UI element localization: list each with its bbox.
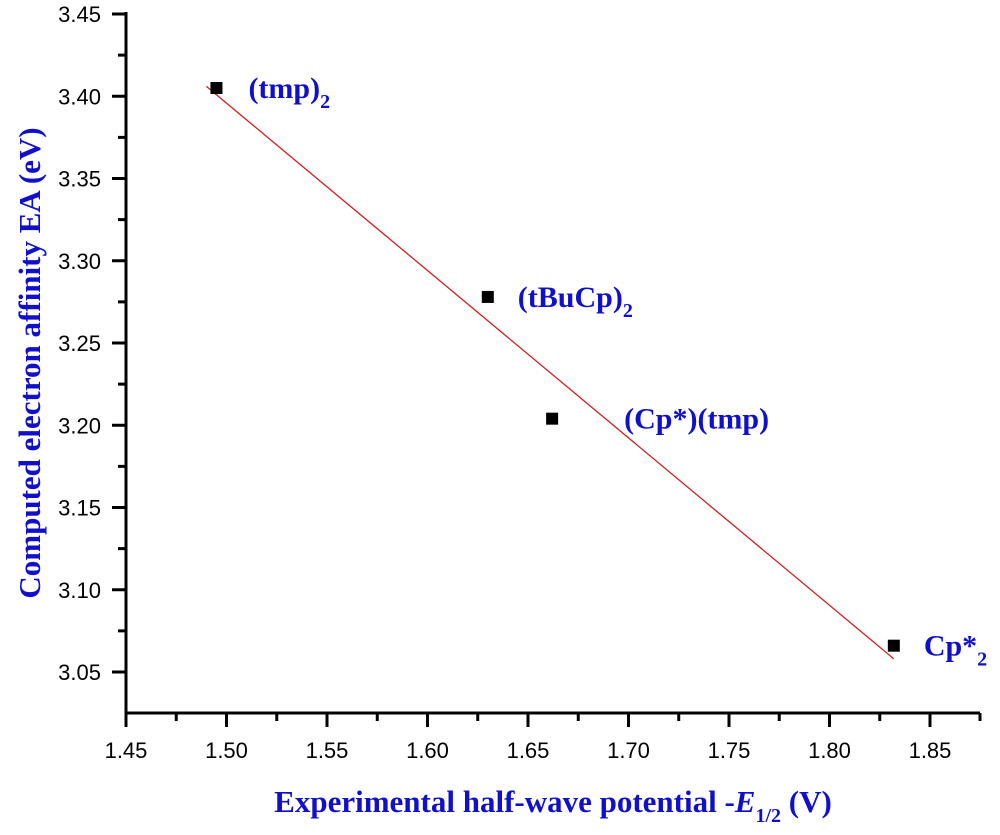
y-tick-label: 3.40 <box>58 84 101 109</box>
x-tick-label: 1.85 <box>909 738 952 763</box>
x-axis-label: Experimental half-wave potential -E1/2 (… <box>274 784 832 827</box>
fit-line <box>205 85 895 660</box>
x-tick-label: 1.60 <box>406 738 449 763</box>
y-tick-label: 3.35 <box>58 167 101 192</box>
point-label: (Cp*)(tmp) <box>624 403 769 436</box>
point-label: (tmp)2 <box>248 72 330 113</box>
y-tick-label: 3.30 <box>58 249 101 274</box>
x-tick-label: 1.65 <box>507 738 550 763</box>
y-tick-label: 3.15 <box>58 496 101 521</box>
y-tick-label: 3.20 <box>58 413 101 438</box>
data-point <box>481 290 494 303</box>
point-label: Cp*2 <box>924 630 987 671</box>
x-tick-label: 1.50 <box>205 738 248 763</box>
data-point <box>546 412 559 425</box>
x-tick-label: 1.80 <box>808 738 851 763</box>
x-tick-label: 1.70 <box>607 738 650 763</box>
y-tick-label: 3.25 <box>58 331 101 356</box>
point-label: (tBuCp)2 <box>518 281 633 322</box>
x-tick-label: 1.45 <box>105 738 148 763</box>
x-tick-label: 1.75 <box>708 738 751 763</box>
y-tick-label: 3.05 <box>58 660 101 685</box>
y-tick-label: 3.45 <box>58 2 101 27</box>
data-point <box>210 82 223 95</box>
y-axis-label: Computed electron affinity EA (eV) <box>12 127 47 598</box>
x-tick-label: 1.55 <box>306 738 349 763</box>
data-point <box>887 639 900 652</box>
y-tick-label: 3.10 <box>58 578 101 603</box>
